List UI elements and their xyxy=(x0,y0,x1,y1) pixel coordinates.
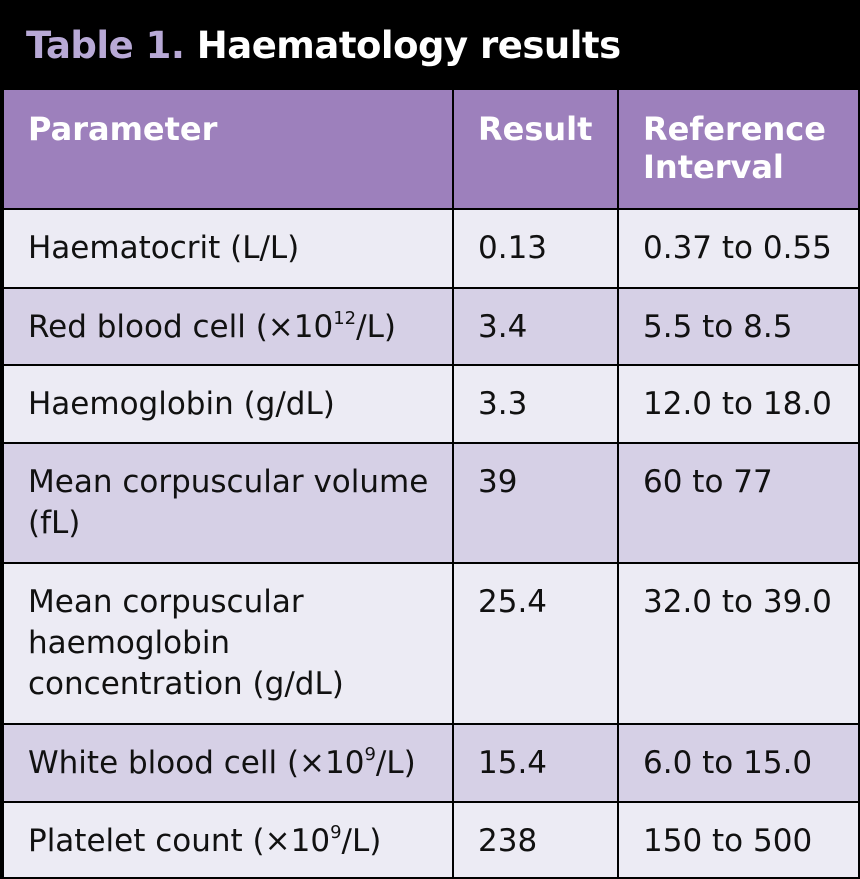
table-row: Mean corpuscular volume (fL) 39 60 to 77 xyxy=(2,442,860,564)
reference-cell: 5.5 to 8.5 xyxy=(617,287,860,366)
result-cell: 3.3 xyxy=(452,364,619,444)
reference-cell: 6.0 to 15.0 xyxy=(617,723,860,803)
table-row: Haemoglobin (g/dL) 3.3 12.0 to 18.0 xyxy=(2,364,860,444)
result-cell: 15.4 xyxy=(452,723,619,803)
parameter-unit: /L) xyxy=(356,309,396,345)
parameter-cell: White blood cell (×109/L) xyxy=(2,723,454,803)
table-row: Haematocrit (L/L) 0.13 0.37 to 0.55 xyxy=(2,208,860,289)
parameter-unit: /L) xyxy=(375,745,416,781)
parameter-cell: Haemoglobin (g/dL) xyxy=(2,364,454,444)
superscript-exponent: 9 xyxy=(364,744,376,765)
table-row: Platelet count (×109/L) 238 150 to 500 xyxy=(2,801,860,879)
result-cell: 3.4 xyxy=(452,287,619,366)
table-number: Table 1. xyxy=(26,23,185,67)
result-cell: 0.13 xyxy=(452,208,619,289)
reference-cell: 60 to 77 xyxy=(617,442,860,564)
reference-cell: 32.0 to 39.0 xyxy=(617,562,860,725)
superscript-exponent: 12 xyxy=(333,308,357,329)
table-row: White blood cell (×109/L) 15.4 6.0 to 15… xyxy=(2,723,860,803)
reference-cell: 150 to 500 xyxy=(617,801,860,879)
parameter-cell: Mean corpuscular volume (fL) xyxy=(2,442,454,564)
table-row: Mean corpuscular haemoglobin concentrati… xyxy=(2,562,860,725)
header-row: Parameter Result Reference Interval xyxy=(2,88,860,210)
parameter-cell: Mean corpuscular haemoglobin concentrati… xyxy=(2,562,454,725)
column-header-parameter: Parameter xyxy=(2,88,454,210)
superscript-exponent: 9 xyxy=(330,822,342,843)
parameter-cell: Platelet count (×109/L) xyxy=(2,801,454,879)
table-title: Table 1. Haematology results xyxy=(2,2,858,88)
column-header-reference-interval: Reference Interval xyxy=(617,88,860,210)
result-cell: 238 xyxy=(452,801,619,879)
table-row: Red blood cell (×1012/L) 3.4 5.5 to 8.5 xyxy=(2,287,860,366)
parameter-text: Platelet count (×10 xyxy=(28,823,331,859)
reference-cell: 12.0 to 18.0 xyxy=(617,364,860,444)
parameter-text: White blood cell (×10 xyxy=(28,745,365,781)
parameter-cell: Red blood cell (×1012/L) xyxy=(2,287,454,366)
parameter-text: Red blood cell (×10 xyxy=(28,309,334,345)
haematology-table: Parameter Result Reference Interval Haem… xyxy=(2,88,860,879)
result-cell: 39 xyxy=(452,442,619,564)
table-title-text: Haematology results xyxy=(196,23,621,67)
column-header-result: Result xyxy=(452,88,619,210)
parameter-cell: Haematocrit (L/L) xyxy=(2,208,454,289)
result-cell: 25.4 xyxy=(452,562,619,725)
parameter-unit: /L) xyxy=(341,823,382,859)
reference-cell: 0.37 to 0.55 xyxy=(617,208,860,289)
